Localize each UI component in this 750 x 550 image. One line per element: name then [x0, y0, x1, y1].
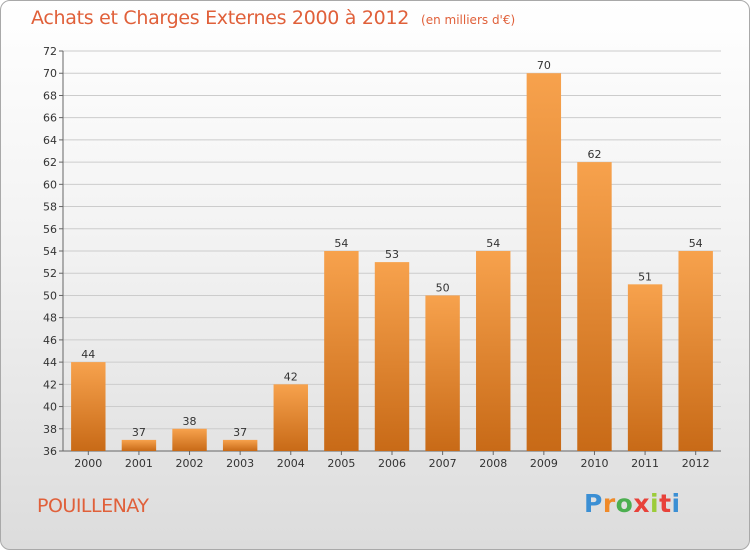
y-tick-label: 66 [43, 112, 57, 125]
chart-title: Achats et Charges Externes 2000 à 2012 [31, 7, 410, 29]
bar-2012 [678, 251, 713, 451]
x-tick-label: 2010 [580, 457, 608, 470]
y-tick-label: 62 [43, 156, 57, 169]
y-tick-label: 50 [43, 289, 57, 302]
y-tick-label: 64 [43, 134, 57, 147]
bar-value-label: 50 [436, 281, 450, 294]
bar-value-label: 38 [183, 415, 197, 428]
bar-2007 [425, 295, 460, 451]
x-tick-label: 2003 [226, 457, 254, 470]
y-tick-label: 40 [43, 401, 57, 414]
x-tick-label: 2000 [74, 457, 102, 470]
x-tick-label: 2001 [125, 457, 153, 470]
y-tick-label: 72 [43, 45, 57, 58]
chart-subtitle: (en milliers d'€) [421, 13, 516, 27]
bar-2004 [273, 384, 308, 451]
x-tick-label: 2007 [429, 457, 457, 470]
y-tick-label: 56 [43, 223, 57, 236]
bar-2003 [222, 439, 258, 451]
bar-2002 [172, 428, 207, 451]
bar-value-label: 37 [233, 426, 247, 439]
x-tick-label: 2011 [631, 457, 659, 470]
y-tick-label: 42 [43, 378, 57, 391]
bar-2010 [577, 162, 612, 451]
bar-value-label: 44 [81, 348, 95, 361]
x-tick-label: 2008 [479, 457, 507, 470]
bar-value-label: 54 [689, 237, 703, 250]
y-tick-label: 46 [43, 334, 57, 347]
y-tick-label: 44 [43, 356, 57, 369]
x-tick-label: 2012 [682, 457, 710, 470]
y-tick-label: 68 [43, 89, 57, 102]
bar-value-label: 54 [334, 237, 348, 250]
y-tick-label: 60 [43, 178, 57, 191]
y-tick-label: 52 [43, 267, 57, 280]
title-row: Achats et Charges Externes 2000 à 2012 (e… [31, 7, 515, 29]
y-tick-label: 38 [43, 423, 57, 436]
bar-value-label: 51 [638, 270, 652, 283]
bar-value-label: 62 [587, 148, 601, 161]
y-tick-label: 48 [43, 312, 57, 325]
bar-2009 [526, 73, 562, 451]
bars [71, 73, 713, 451]
labels: 36 38 40 42 44 46 48 50 52 54 56 58 60 62 64 66 68 70 72 44… [43, 45, 710, 470]
bar-value-label: 37 [132, 426, 146, 439]
proxiti-logo[interactable]: Proxiti [584, 489, 681, 518]
bar-value-label: 54 [486, 237, 500, 250]
x-tick-label: 2002 [176, 457, 204, 470]
y-tick-label: 58 [43, 201, 57, 214]
y-tick-label: 54 [43, 245, 57, 258]
x-tick-label: 2006 [378, 457, 406, 470]
y-tick-label: 70 [43, 67, 57, 80]
bar-2008 [476, 251, 511, 451]
x-tick-label: 2009 [530, 457, 558, 470]
bar-2011 [627, 284, 663, 451]
bar-value-label: 70 [537, 59, 551, 72]
x-tick-label: 2004 [277, 457, 305, 470]
bar-2001 [121, 439, 157, 451]
bar-value-label: 42 [284, 370, 298, 383]
bar-value-label: 53 [385, 248, 399, 261]
bar-2005 [324, 251, 359, 451]
x-tick-label: 2005 [327, 457, 355, 470]
commune-name: POUILLENAY [37, 495, 149, 517]
y-tick-label: 36 [43, 445, 57, 458]
bar-2000 [71, 362, 106, 451]
bar-2006 [374, 262, 410, 451]
